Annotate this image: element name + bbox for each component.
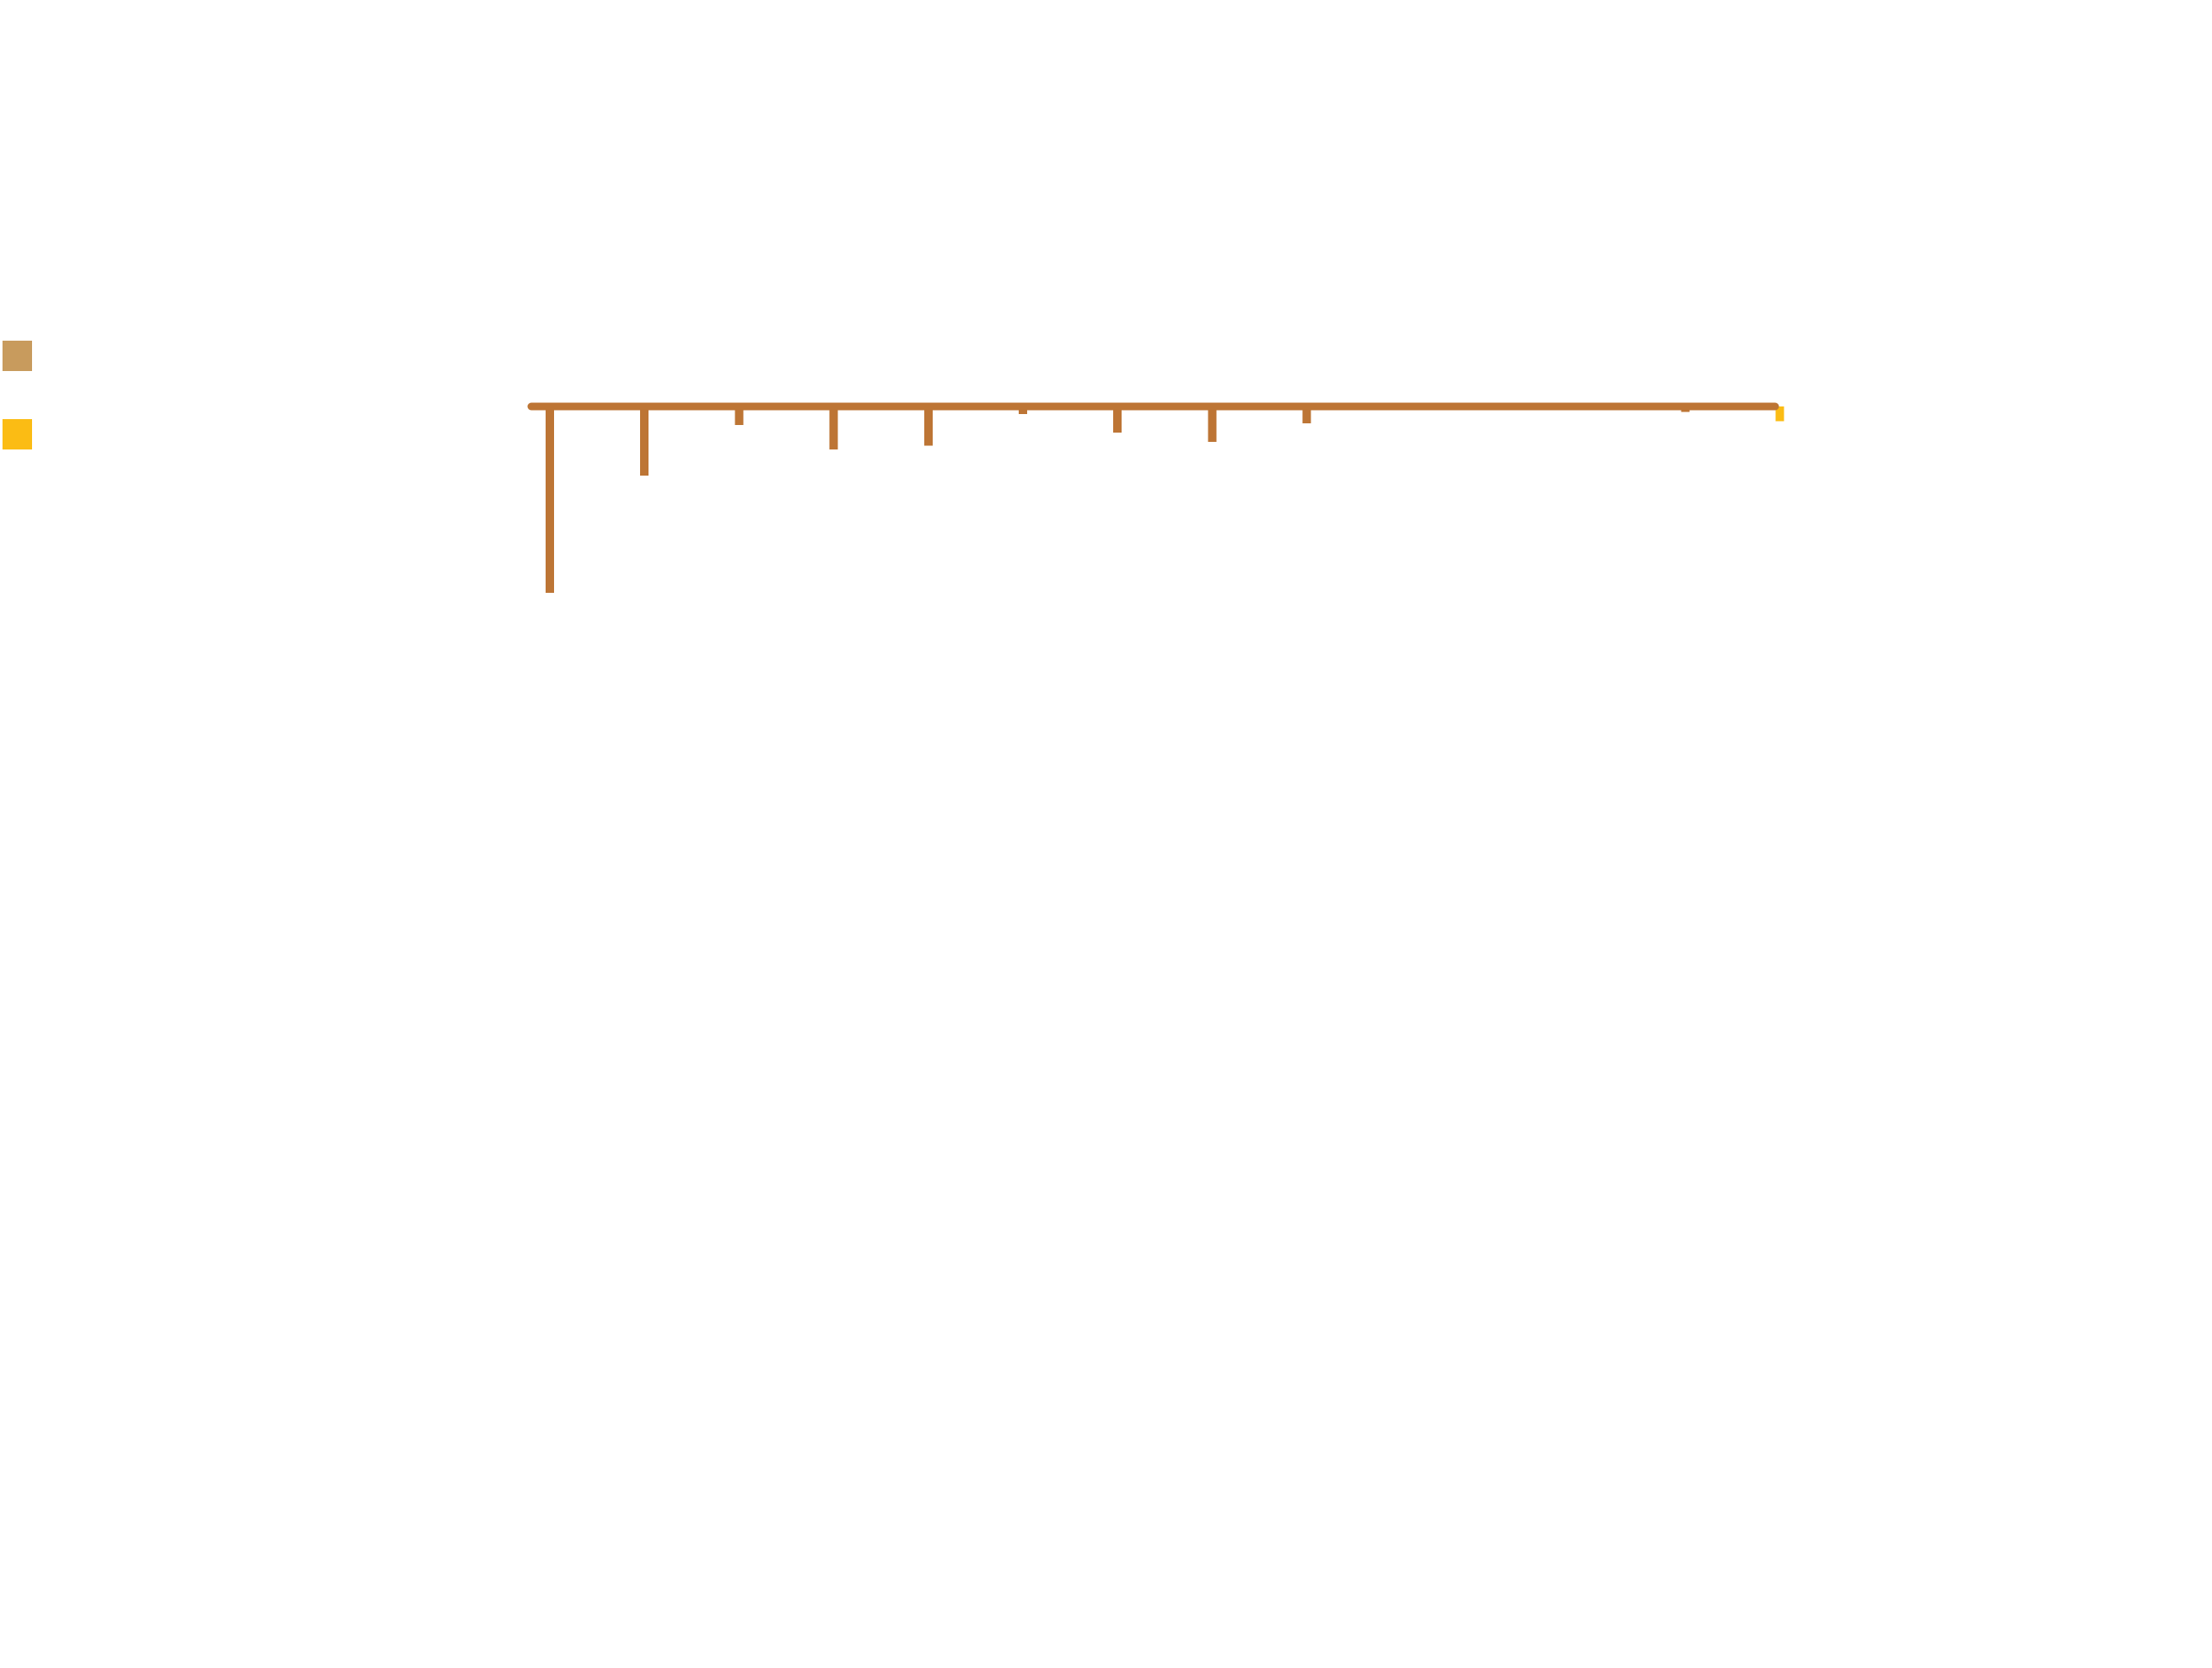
legend-swatch-series-1 bbox=[3, 341, 32, 371]
bar-series-1-7 bbox=[1113, 406, 1122, 433]
legend bbox=[3, 341, 32, 449]
legend-swatch-series-2 bbox=[3, 419, 32, 449]
bar-series-1-3 bbox=[735, 406, 744, 426]
bar-series-1-9 bbox=[1302, 406, 1311, 423]
bar-series-1-1 bbox=[546, 406, 554, 593]
bar-series-1-5 bbox=[923, 406, 933, 446]
bar-series-1-4 bbox=[829, 406, 838, 449]
bar-series-1-8 bbox=[1208, 406, 1217, 442]
bar-series-1-2 bbox=[640, 406, 649, 476]
bars bbox=[546, 406, 1784, 593]
bar-series-2-14 bbox=[1775, 406, 1784, 422]
